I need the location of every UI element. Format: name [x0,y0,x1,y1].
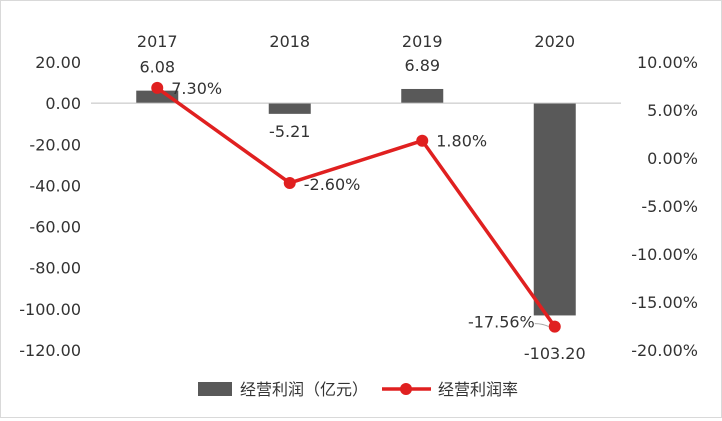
left-tick-label: 0.00 [45,94,81,113]
bar-value-label: -103.20 [524,344,586,363]
right-tick-label: -15.00% [631,293,698,312]
bar-value-label: 6.89 [404,56,440,75]
line-series [151,81,561,333]
line-point [416,134,429,147]
x-axis: 2017 2018 2019 2020 [137,32,575,51]
bar-value-label: -5.21 [269,122,310,141]
leader-line [534,323,549,328]
right-tick-label: 5.00% [647,101,698,120]
category-label: 2020 [534,32,575,51]
right-axis: 10.00% 5.00% 0.00% -5.00% -10.00% -15.00% -20.… [631,53,698,360]
line-value-label: -2.60% [304,175,361,194]
left-tick-label: -40.00 [29,176,81,195]
right-tick-label: -20.00% [631,341,698,360]
bar [268,103,311,114]
right-tick-label: -5.00% [641,197,698,216]
line-point [548,320,561,333]
left-tick-label: -100.00 [19,300,81,319]
line-path [156,86,557,328]
bar [401,88,444,104]
category-label: 2017 [137,32,178,51]
legend-label-line: 经营利润率 [438,380,518,399]
line-value-label: 7.30% [171,79,222,98]
legend-swatch-bar [198,382,232,396]
bar-series [136,88,576,316]
bar-value-label: 6.08 [139,58,175,77]
left-tick-label: -60.00 [29,218,81,237]
left-axis: 20.00 0.00 -20.00 -40.00 -60.00 -80.00 -100.00… [19,53,81,360]
line-value-label: 1.80% [436,132,487,151]
category-label: 2018 [269,32,310,51]
right-tick-label: -10.00% [631,245,698,264]
right-tick-label: 0.00% [647,149,698,168]
bar [533,103,576,316]
right-tick-label: 10.00% [637,53,698,72]
category-label: 2019 [402,32,443,51]
left-tick-label: 20.00 [35,53,81,72]
line-point [283,176,296,189]
left-tick-label: -80.00 [29,259,81,278]
line-value-label: -17.56% [468,313,535,332]
data-labels: 6.08 -5.21 6.89 -103.20 7.30% -2.60% 1.80% -17.… [139,56,585,363]
legend: 经营利润（亿元） 经营利润率 [198,380,518,399]
legend-marker-line [400,383,412,395]
line-point [151,81,164,94]
legend-label-bar: 经营利润（亿元） [240,380,368,399]
left-tick-label: -20.00 [29,135,81,154]
left-tick-label: -120.00 [19,341,81,360]
